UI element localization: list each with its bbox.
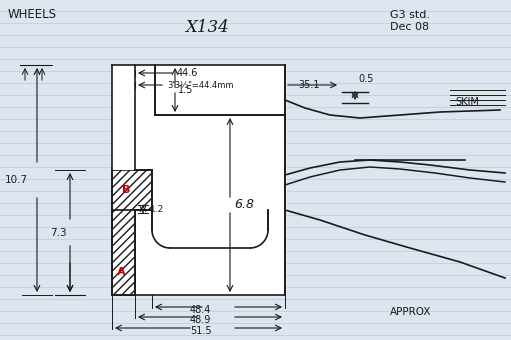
Text: 3'3½"=44.4mm: 3'3½"=44.4mm bbox=[167, 81, 234, 90]
Text: 10.7: 10.7 bbox=[5, 175, 28, 185]
Bar bbox=[112, 170, 152, 210]
Text: A: A bbox=[117, 267, 126, 277]
Text: 7.3: 7.3 bbox=[50, 228, 66, 238]
Text: 35.1: 35.1 bbox=[298, 80, 319, 90]
Text: 6.8: 6.8 bbox=[234, 198, 254, 211]
Text: B: B bbox=[122, 185, 130, 195]
Text: 48.4: 48.4 bbox=[190, 305, 212, 315]
Text: 48.9: 48.9 bbox=[190, 315, 212, 325]
Text: APPROX: APPROX bbox=[390, 307, 431, 317]
Polygon shape bbox=[152, 115, 285, 230]
Text: X134: X134 bbox=[185, 19, 229, 36]
Polygon shape bbox=[112, 65, 285, 295]
Text: Dec 08: Dec 08 bbox=[390, 22, 429, 32]
Text: 44.6: 44.6 bbox=[177, 68, 198, 78]
Bar bbox=[112, 65, 135, 170]
Bar bbox=[112, 205, 135, 295]
Text: G3 std.: G3 std. bbox=[390, 10, 430, 20]
Text: SKIM: SKIM bbox=[455, 97, 479, 107]
Text: 0.5: 0.5 bbox=[358, 74, 374, 84]
Text: WHEELS: WHEELS bbox=[8, 8, 57, 21]
Text: 1.5: 1.5 bbox=[178, 85, 193, 95]
Text: 51.5: 51.5 bbox=[190, 326, 212, 336]
Text: 1.2: 1.2 bbox=[150, 205, 164, 214]
